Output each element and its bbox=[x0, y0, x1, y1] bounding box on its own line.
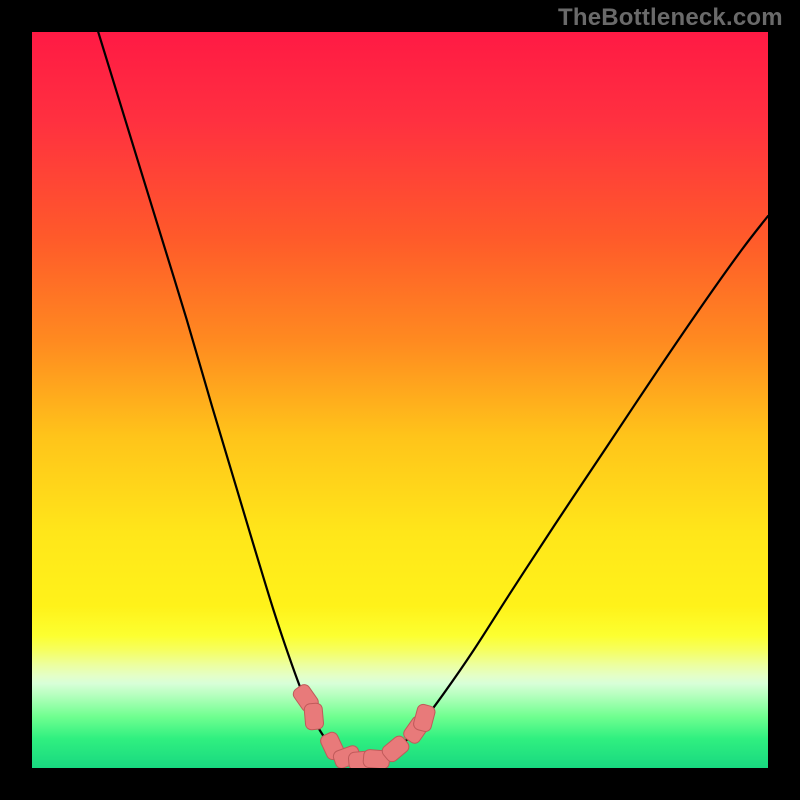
gradient-background bbox=[32, 32, 768, 768]
plot-area bbox=[32, 32, 768, 768]
chart-frame: TheBottleneck.com bbox=[0, 0, 800, 800]
watermark-text: TheBottleneck.com bbox=[558, 4, 783, 32]
marker bbox=[304, 703, 324, 730]
chart-svg bbox=[32, 32, 768, 768]
